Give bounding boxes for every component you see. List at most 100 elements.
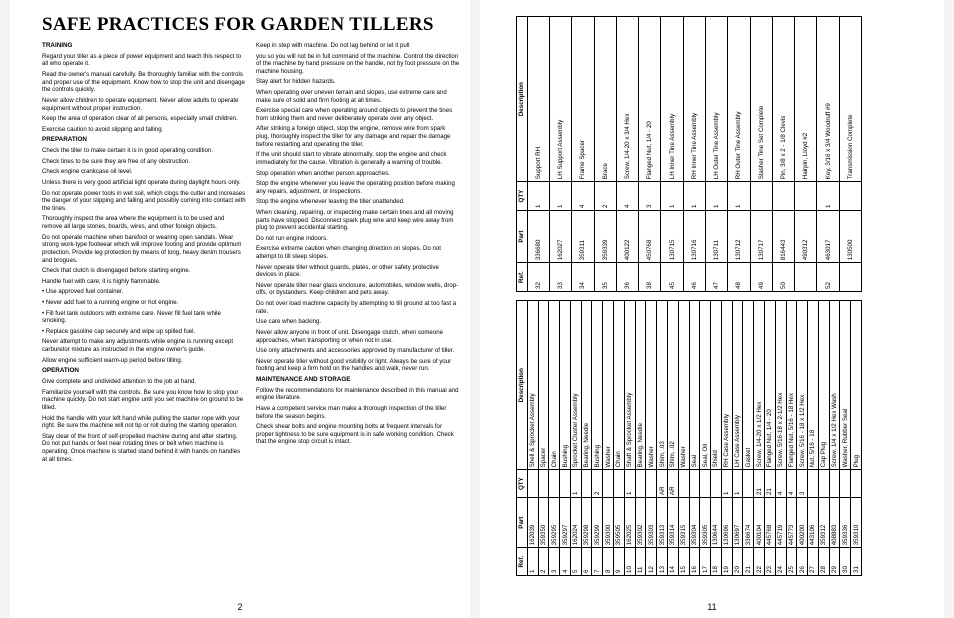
para: Check the tiller to make certain it is i… xyxy=(42,147,246,155)
table-row: 21336674Gasket xyxy=(743,301,754,576)
cell-part: 359312 xyxy=(818,498,829,548)
table-row: 28359312Cap Plug xyxy=(818,301,829,576)
cell-qty xyxy=(711,470,722,498)
table-row: 191306961RH Case Assembly xyxy=(721,301,732,576)
cell-desc: Chain xyxy=(614,301,625,470)
cell-part: 359305 xyxy=(700,498,711,548)
page-number-left: 2 xyxy=(10,602,470,612)
para: Stay clear of the front of self-propelle… xyxy=(42,433,246,463)
cell-desc: Shim, .02 xyxy=(667,301,678,470)
cell-ref: 3 xyxy=(549,548,560,576)
table-row: 11359302Bearing, Needle xyxy=(635,301,646,576)
cell-part: 359300 xyxy=(603,498,614,548)
para: Do not over load machine capacity by att… xyxy=(256,300,460,315)
cell-desc: Bearing, Needle xyxy=(581,301,592,470)
page-number-right: 11 xyxy=(480,602,944,612)
cell-ref: 16 xyxy=(689,548,700,576)
cell-part: 162027 xyxy=(550,211,572,263)
para: Exercise caution to avoid slipping and f… xyxy=(42,126,246,134)
table-row: 13359313ARShim, .03 xyxy=(657,301,668,576)
cell-qty: 3 xyxy=(639,182,661,211)
th-qty: QTY xyxy=(517,182,528,211)
cell-part: 359315 xyxy=(678,498,689,548)
cell-part: 400122 xyxy=(616,211,638,263)
cell-part: 359297 xyxy=(560,498,571,548)
cell-ref: 49 xyxy=(750,263,772,292)
para: • Never add fuel to a running engine or … xyxy=(42,299,246,307)
cell-part: 359336 xyxy=(840,498,851,548)
table-row: 244457194Screw, 5/16-18 x 2-1/2 Hex xyxy=(775,301,786,576)
cell-part: 162024 xyxy=(570,498,581,548)
cell-ref: 35 xyxy=(594,263,616,292)
cell-qty xyxy=(750,182,772,211)
cell-desc: Seal xyxy=(689,301,700,470)
cell-part: 359303 xyxy=(646,498,657,548)
cell-qty xyxy=(700,470,711,498)
table-row: 16359304 Seal xyxy=(689,301,700,576)
para: Check that clutch is disengaged before s… xyxy=(42,267,246,275)
para: Read the owner's manual carefully. Be th… xyxy=(42,71,246,94)
para: Check shear bolts and engine mounting bo… xyxy=(256,423,460,446)
cell-qty: AR xyxy=(657,470,668,498)
cell-ref: 27 xyxy=(808,548,819,576)
body-columns: TRAINING Regard your tiller as a piece o… xyxy=(42,42,460,463)
cell-qty xyxy=(603,470,614,498)
cell-desc: Seal, Oil xyxy=(700,301,711,470)
cell-part: 130500 xyxy=(839,211,861,263)
cell-part: 336680 xyxy=(527,211,549,263)
para: • Fill fuel tank outdoors with extreme c… xyxy=(42,310,246,325)
cell-part: 816443 xyxy=(772,211,794,263)
para: If the unit should start to vibrate abno… xyxy=(256,151,460,166)
cell-ref: 38 xyxy=(639,263,661,292)
section-head-operation: OPERATION xyxy=(42,367,246,375)
cell-part: 408883 xyxy=(829,498,840,548)
cell-qty xyxy=(614,470,625,498)
cell-desc: Washer xyxy=(603,301,614,470)
cell-qty: 1 xyxy=(817,182,839,211)
cell-part: 359311 xyxy=(572,211,594,263)
cell-part: 130712 xyxy=(728,211,750,263)
cell-ref: 17 xyxy=(700,548,711,576)
cell-ref: 21 xyxy=(743,548,754,576)
cell-ref: 28 xyxy=(818,548,829,576)
para: Stop the engine whenever you leave the o… xyxy=(256,180,460,195)
page-title: SAFE PRACTICES FOR GARDEN TILLERS xyxy=(42,14,460,36)
cell-desc: LH Support Assembly xyxy=(550,17,572,182)
cell-part: 445719 xyxy=(775,498,786,548)
cell-part: 359302 xyxy=(635,498,646,548)
cell-qty: 3 xyxy=(797,470,808,498)
cell-ref: 32 xyxy=(527,263,549,292)
cell-desc: Flanged Nut, 1/4 - 20 xyxy=(764,301,775,470)
cell-part: 336674 xyxy=(743,498,754,548)
cell-qty xyxy=(635,470,646,498)
table-row: 364001224Screw, 1/4-20 x 3/4 Hex xyxy=(616,17,638,292)
para: Regard your tiller as a piece of power e… xyxy=(42,53,246,68)
table-row: 2240010421Screw, 1/4-20 x 1/2 Hex xyxy=(754,301,765,576)
table-row: 451307151LH Inner Tine Assembly xyxy=(661,17,683,292)
para: Do not run engine indoors. xyxy=(256,235,460,243)
cell-ref: 20 xyxy=(732,548,743,576)
cell-qty: 1 xyxy=(732,470,743,498)
cell-desc: LH Inner Tine Assembly xyxy=(661,17,683,182)
para: Follow the recommendations for maintenan… xyxy=(256,387,460,402)
table-row: 73592992Bushing xyxy=(592,301,603,576)
cell-desc: Support RH xyxy=(527,17,549,182)
table-row: 524630171Key, 3/16 x 3/4 Woodruff #9 xyxy=(817,17,839,292)
cell-ref: 36 xyxy=(616,263,638,292)
cell-part: 359298 xyxy=(581,498,592,548)
cell-part: 130717 xyxy=(750,211,772,263)
cell-qty xyxy=(818,470,829,498)
cell-desc: Nut, 5/16 - 18 xyxy=(808,301,819,470)
cell-qty xyxy=(689,470,700,498)
cell-desc: Slasher Tine Set Complete xyxy=(750,17,772,182)
th-part: Part xyxy=(517,211,528,263)
para: Keep the area of operation clear of all … xyxy=(42,115,246,123)
parts-table-area: Ref. Part QTY Description 1162039Shell &… xyxy=(480,0,944,618)
table-row: 9359505Chain xyxy=(614,301,625,576)
table-row: 2344576821Flanged Nut, 1/4 - 20 xyxy=(764,301,775,576)
cell-desc: Washer xyxy=(678,301,689,470)
table-row: 331620271LH Support Assembly xyxy=(550,17,572,292)
cell-desc: Hairpin, Lloyd #2 xyxy=(795,17,817,182)
cell-ref: 6 xyxy=(581,548,592,576)
cell-part: 359304 xyxy=(689,498,700,548)
